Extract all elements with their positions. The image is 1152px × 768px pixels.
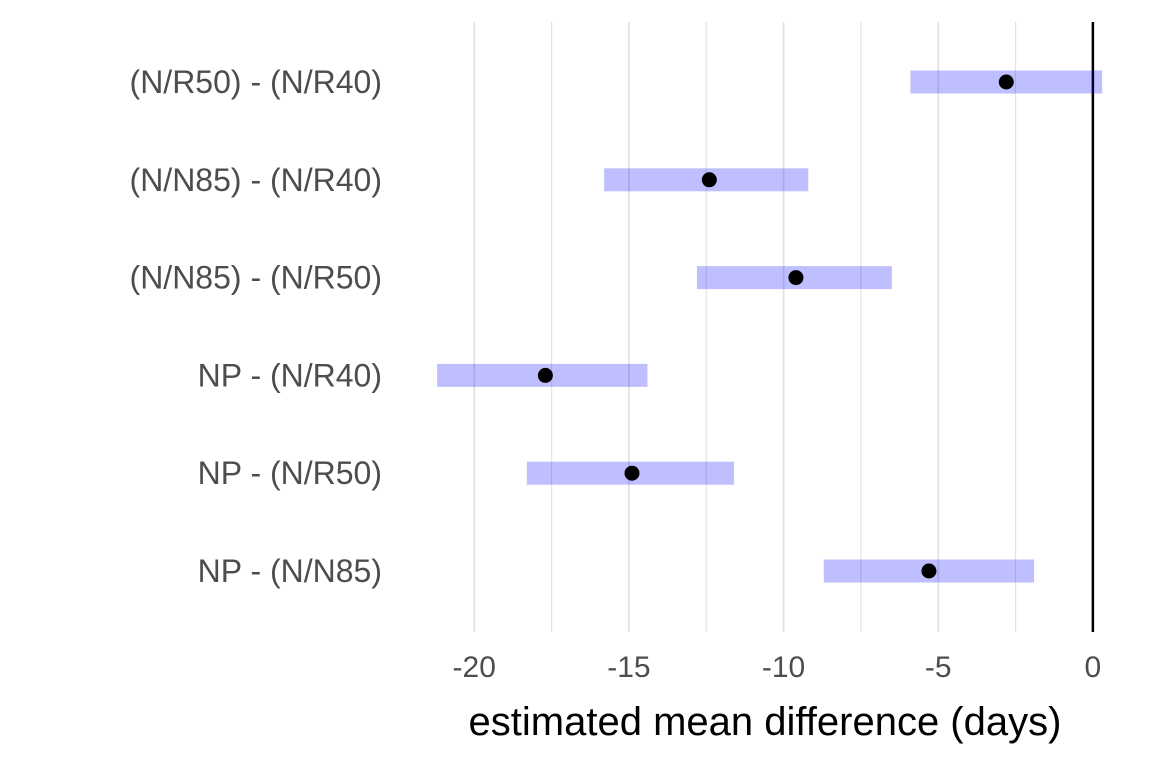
x-axis-title: estimated mean difference (days) [469,700,1062,744]
grid-lines [473,22,1017,632]
category-label: (N/N85) - (N/R50) [130,260,382,296]
estimate-point [788,270,804,286]
category-label: (N/N85) - (N/R40) [130,162,382,198]
category-label: NP - (N/R40) [198,357,382,393]
estimate-point [921,563,937,579]
x-tick-label: -15 [607,651,650,684]
interval-bars [437,70,1103,583]
x-tick-label: 0 [1085,651,1102,684]
x-tick-labels: -20 -15 -10 -5 0 [453,651,1102,684]
estimate-point [624,465,640,481]
estimate-point [537,367,553,383]
category-labels: (N/R50) - (N/R40) (N/N85) - (N/R40) (N/N85… [130,64,382,589]
x-tick-label: -10 [762,651,805,684]
category-label: (N/R50) - (N/R40) [130,64,382,100]
category-label: NP - (N/N85) [198,553,382,589]
x-tick-label: -20 [453,651,496,684]
estimate-point [701,172,717,188]
x-tick-label: -5 [925,651,952,684]
estimate-points [537,74,1014,579]
estimate-point [998,74,1014,90]
category-label: NP - (N/R50) [198,455,382,491]
